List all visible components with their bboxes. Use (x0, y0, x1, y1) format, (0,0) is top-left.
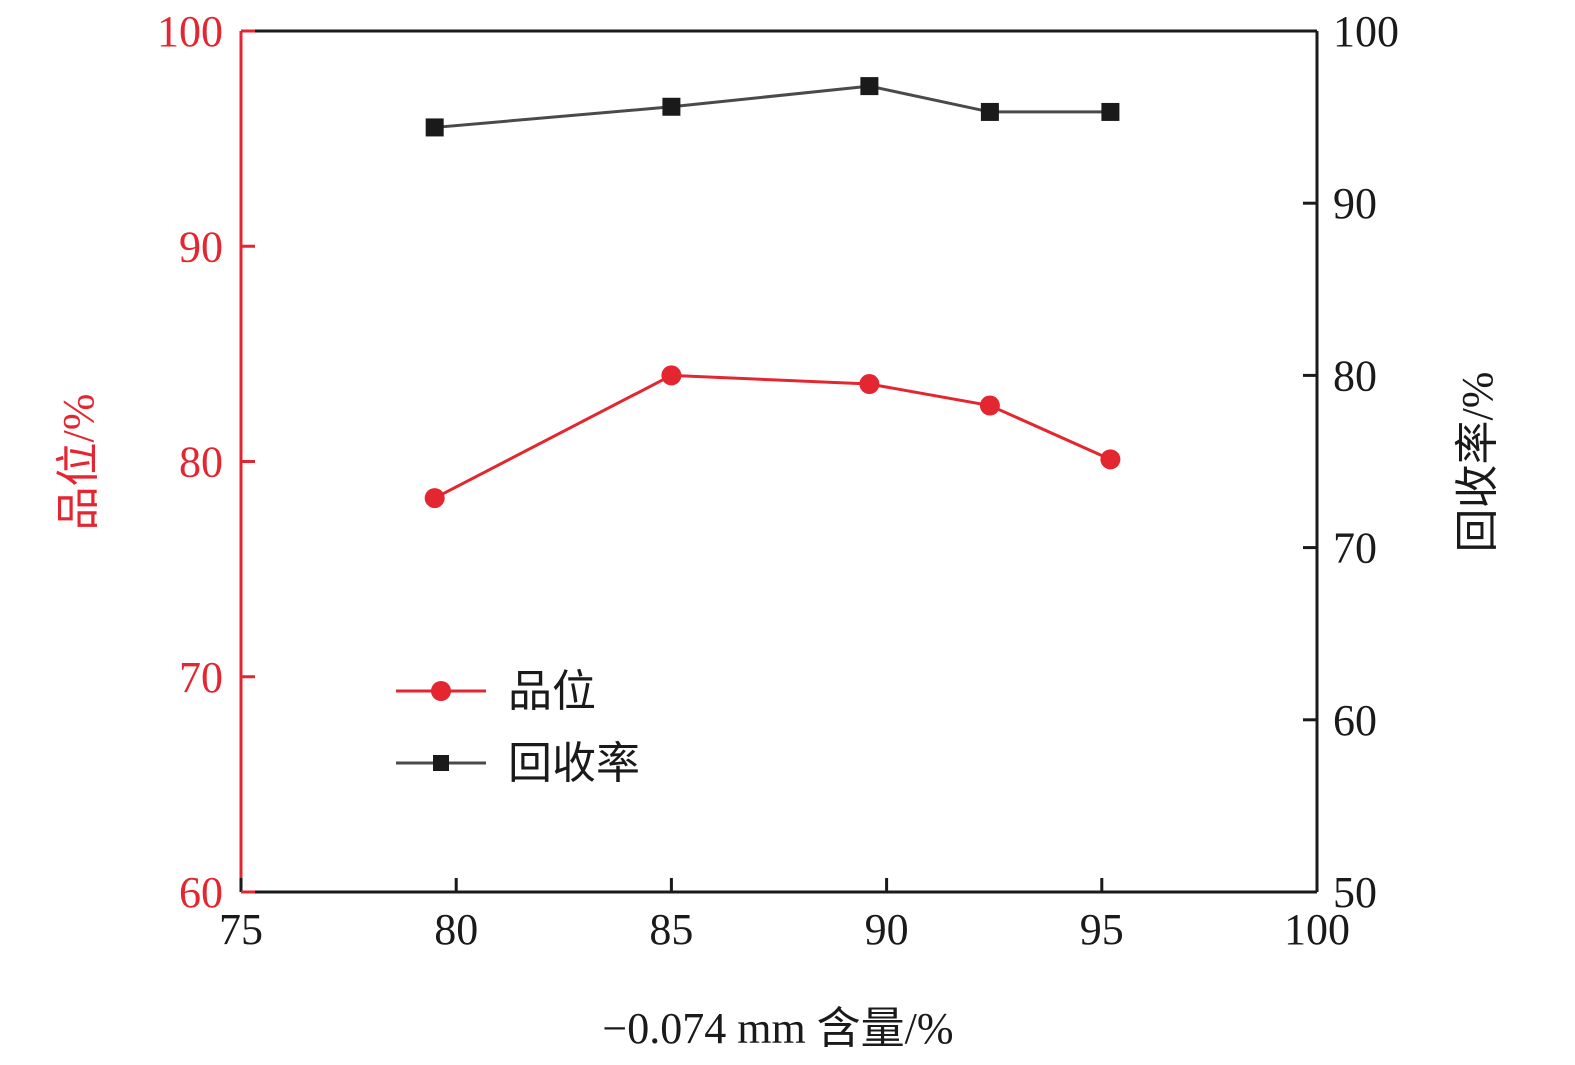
right-y-tick-label: 70 (1333, 524, 1377, 573)
x-tick-label: 100 (1284, 905, 1350, 954)
right-y-tick-label: 80 (1333, 351, 1377, 400)
x-tick-label: 90 (865, 905, 909, 954)
x-tick-label: 80 (434, 905, 478, 954)
grade-point (859, 374, 880, 395)
grade-point (661, 365, 682, 386)
recovery-series-line (434, 84, 1111, 129)
left-y-tick-label: 100 (157, 7, 223, 56)
recovery-point (980, 102, 999, 121)
series (424, 77, 1121, 509)
legend-item-recovery: 回收率 (396, 738, 640, 789)
legend-grade-marker (431, 681, 451, 701)
left-y-tick-label: 70 (179, 653, 223, 702)
x-tick-label: 95 (1080, 905, 1124, 954)
right-y-tick-label: 100 (1333, 7, 1399, 56)
recovery-point (860, 77, 879, 96)
legend: 品位 回收率 (396, 666, 640, 789)
x-tick-label: 85 (649, 905, 693, 954)
legend-item-grade: 品位 (396, 666, 596, 717)
left-y-tick-label: 90 (179, 222, 223, 271)
grade-point (1100, 449, 1121, 470)
grade-series-line (433, 373, 1112, 500)
legend-recovery-label: 回收率 (508, 738, 640, 789)
right-y-tick-label: 50 (1333, 868, 1377, 917)
legend-recovery-marker (433, 755, 449, 771)
x-tick-label: 75 (219, 905, 263, 954)
grade-point (424, 488, 445, 509)
x-axis-title: −0.074 mm 含量/% (602, 1004, 953, 1053)
left-y-tick-label: 80 (179, 438, 223, 487)
grade-point (979, 395, 1000, 416)
legend-grade-label: 品位 (508, 666, 596, 717)
right-y-tick-label: 60 (1333, 696, 1377, 745)
right-axis-title: 回收率/% (1453, 372, 1502, 553)
recovery-point (425, 118, 444, 137)
recovery-point (1101, 102, 1120, 121)
left-y-tick-label: 60 (179, 868, 223, 917)
left-axis-title: 品位/% (54, 394, 103, 531)
right-y-tick-label: 90 (1333, 179, 1377, 228)
recovery-point (662, 97, 681, 116)
